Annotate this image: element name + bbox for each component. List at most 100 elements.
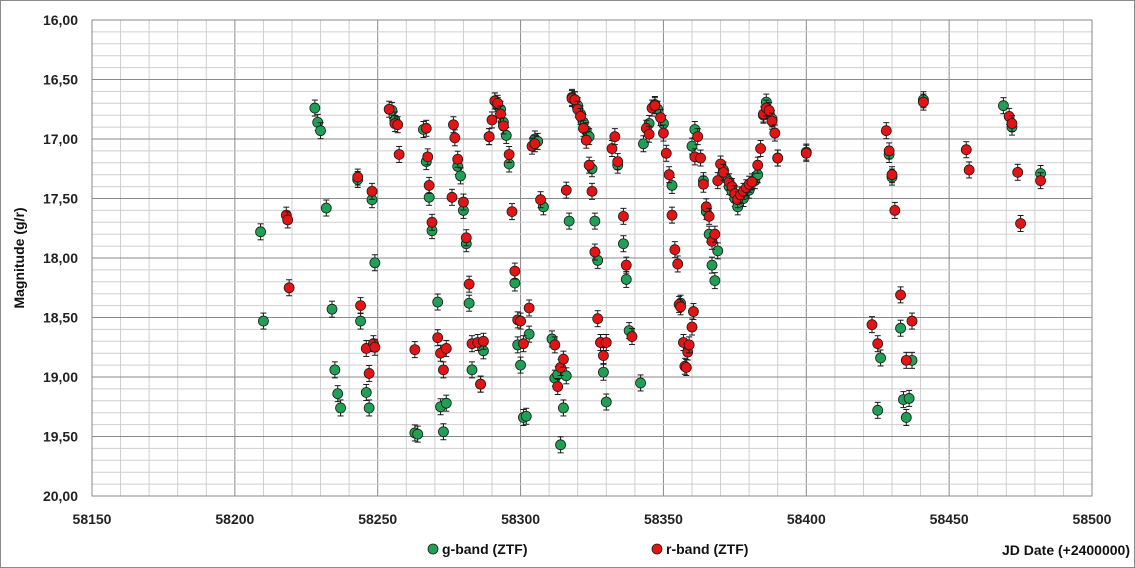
x-tick-label: 58150 <box>73 511 112 527</box>
data-point <box>255 226 266 238</box>
data-point <box>963 164 975 176</box>
legend-marker-r-band <box>651 543 663 555</box>
y-tick-label: 18,00 <box>43 250 78 266</box>
data-point <box>886 169 898 181</box>
x-tick-label: 58300 <box>501 511 540 527</box>
x-tick-label: 58200 <box>215 511 254 527</box>
data-point <box>692 131 704 143</box>
data-point <box>420 122 432 134</box>
data-point <box>609 131 621 143</box>
data-point <box>360 387 372 398</box>
data-point <box>606 143 618 154</box>
data-point <box>440 343 452 354</box>
data-point <box>895 289 906 301</box>
data-point <box>506 206 518 217</box>
data-point <box>438 364 449 376</box>
data-point <box>440 397 452 409</box>
data-point <box>463 278 475 290</box>
data-point <box>709 275 721 287</box>
grid <box>91 19 1093 497</box>
x-tick-label: 58350 <box>644 511 683 527</box>
data-point <box>658 127 669 139</box>
data-point <box>889 204 901 216</box>
data-point <box>683 339 695 351</box>
data-point <box>438 426 449 438</box>
data-point <box>612 156 624 168</box>
data-point <box>503 149 515 160</box>
data-point <box>618 210 629 222</box>
data-point <box>366 185 378 197</box>
data-point <box>700 201 712 213</box>
data-point <box>455 170 466 182</box>
data-point <box>432 332 444 344</box>
data-point <box>549 339 561 351</box>
x-tick-label: 58400 <box>787 511 826 527</box>
data-point <box>598 366 609 378</box>
data-point <box>686 321 698 333</box>
data-point <box>563 215 575 227</box>
data-point <box>918 96 929 108</box>
data-point <box>906 315 918 327</box>
data-point <box>575 110 586 122</box>
data-point <box>1006 118 1018 129</box>
data-point <box>315 125 326 137</box>
data-point <box>649 100 661 112</box>
data-point <box>660 147 672 159</box>
data-point <box>393 149 405 160</box>
data-point <box>560 184 572 196</box>
data-point <box>583 159 595 171</box>
data-point <box>875 352 886 364</box>
data-point <box>866 319 878 331</box>
data-point <box>766 115 778 127</box>
legend-label-g-band: g-band (ZTF) <box>442 541 528 557</box>
data-point <box>452 153 464 165</box>
data-point <box>635 377 646 389</box>
data-point <box>578 122 589 134</box>
data-point <box>569 94 581 106</box>
y-tick-label: 16,50 <box>43 72 78 88</box>
data-point <box>432 296 444 308</box>
data-point <box>383 103 395 115</box>
data-point <box>446 191 458 203</box>
data-point <box>600 337 612 348</box>
data-point <box>558 402 569 414</box>
data-point <box>620 274 632 285</box>
data-point <box>769 127 781 139</box>
data-point <box>698 178 709 190</box>
data-point <box>449 132 461 144</box>
data-point <box>960 144 972 156</box>
data-point <box>552 381 564 392</box>
data-point <box>555 439 566 451</box>
data-point <box>283 282 295 294</box>
data-point <box>355 300 366 312</box>
data-point <box>772 152 784 164</box>
data-point <box>369 341 381 353</box>
data-point <box>712 245 724 257</box>
x-tick-label: 58250 <box>358 511 397 527</box>
series-r-band <box>280 90 1046 396</box>
data-point <box>309 102 321 114</box>
data-point <box>422 151 434 163</box>
data-point <box>903 393 915 404</box>
data-point <box>872 338 884 350</box>
y-axis-title: Magnitude (g/r) <box>11 207 27 308</box>
data-point <box>592 313 604 325</box>
data-point <box>1015 218 1026 229</box>
data-point <box>600 396 612 408</box>
data-point <box>486 114 498 126</box>
y-tick-label: 19,00 <box>43 369 78 385</box>
data-point <box>392 119 404 131</box>
data-point <box>718 166 729 178</box>
data-point <box>883 145 895 157</box>
y-tick-label: 17,00 <box>43 131 78 147</box>
data-point <box>409 344 421 356</box>
data-point <box>352 171 364 183</box>
data-point <box>423 180 435 191</box>
data-point <box>666 209 678 221</box>
x-axis: 58150 58200 58250 58300 58350 58400 58450 58500 <box>73 511 1112 527</box>
data-point <box>523 328 535 340</box>
data-point <box>746 176 758 188</box>
data-point <box>500 130 512 141</box>
legend-label-r-band: r-band (ZTF) <box>666 541 748 557</box>
data-point <box>709 228 721 240</box>
